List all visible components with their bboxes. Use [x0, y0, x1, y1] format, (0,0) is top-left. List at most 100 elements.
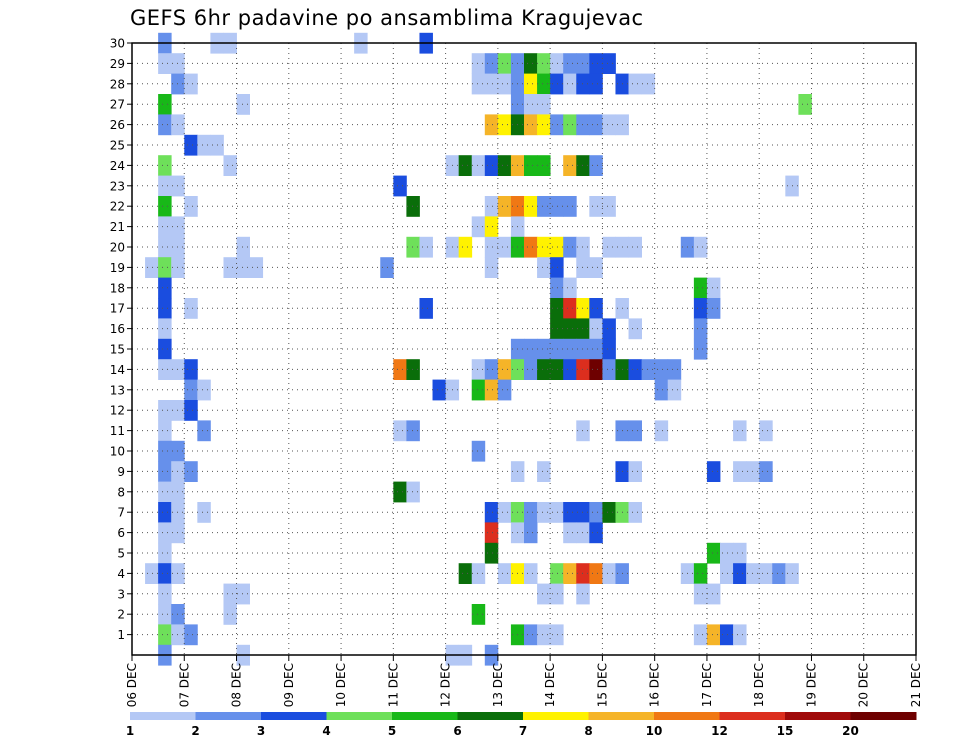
colorbar-swatch: [392, 712, 458, 720]
x-tick-label: 09 DEC: [282, 663, 296, 707]
heatmap-cell: [484, 236, 499, 258]
heatmap-cell: [589, 53, 603, 74]
heatmap-cell: [184, 379, 198, 401]
heatmap-cell: [158, 175, 172, 197]
heatmap-cell: [576, 359, 590, 380]
heatmap-cell: [641, 73, 656, 95]
heatmap-cell: [589, 114, 603, 136]
heatmap-cell: [158, 522, 172, 544]
heatmap-cell: [602, 236, 616, 258]
heatmap-cell: [524, 236, 538, 258]
y-tick-label: 10: [110, 445, 125, 459]
heatmap-cell: [602, 196, 616, 217]
heatmap-cell: [602, 502, 616, 523]
heatmap-cell: [158, 257, 172, 278]
x-axis-ticks: 06 DEC 07 DEC 08 DEC 09 DEC 10 DEC 11 DEC 12 D…: [125, 655, 923, 707]
heatmap-cell: [158, 624, 172, 646]
x-tick-label: 20 DEC: [857, 663, 871, 707]
heatmap-cell: [158, 338, 172, 360]
heatmap-cell: [524, 338, 538, 360]
colorbar-swatch: [261, 712, 327, 720]
heatmap-cell: [654, 379, 669, 401]
heatmap-cell: [576, 155, 590, 176]
heatmap-cell: [550, 114, 564, 136]
colorbar-label: 4: [322, 724, 330, 738]
colorbar-label: 1: [126, 724, 134, 738]
heatmap-cells: [145, 32, 812, 666]
heatmap-cell: [236, 257, 250, 278]
heatmap-cell: [563, 73, 577, 95]
heatmap-cell: [550, 624, 564, 646]
heatmap-cell: [484, 114, 499, 136]
heatmap-cell: [589, 298, 603, 319]
heatmap-cell: [158, 359, 172, 380]
heatmap-cell: [458, 563, 473, 584]
y-tick-label: 13: [110, 383, 125, 397]
heatmap-cell: [158, 440, 172, 462]
y-tick-label: 12: [110, 404, 125, 418]
heatmap-cell: [497, 502, 512, 523]
y-tick-label: 16: [110, 322, 125, 336]
heatmap-cell: [537, 624, 551, 646]
heatmap-cell: [158, 298, 172, 319]
y-axis-ticks: 1234567891011121314151617181920212223242…: [110, 37, 132, 642]
heatmap-cell: [550, 53, 564, 74]
heatmap-cell: [563, 155, 577, 176]
heatmap-cell: [667, 379, 682, 401]
colorbar-swatch: [654, 712, 720, 720]
y-tick-label: 15: [110, 343, 125, 357]
heatmap-cell: [471, 155, 486, 176]
heatmap-cell: [563, 338, 577, 360]
y-tick-label: 11: [110, 424, 125, 438]
heatmap-cell: [524, 563, 538, 584]
heatmap-cell: [406, 481, 420, 503]
x-tick-label: 21 DEC: [909, 663, 923, 707]
heatmap-cell: [563, 563, 577, 584]
heatmap-cell: [550, 502, 564, 523]
heatmap-cell: [733, 563, 747, 584]
colorbar-label: 7: [519, 724, 527, 738]
heatmap-cell: [654, 359, 669, 380]
heatmap-cell: [563, 522, 577, 544]
y-tick-label: 24: [110, 159, 125, 173]
grid-lines: [132, 42, 916, 655]
x-tick-label: 08 DEC: [230, 663, 244, 707]
heatmap-cell: [641, 359, 656, 380]
x-tick-label: 07 DEC: [177, 663, 191, 707]
heatmap-cell: [471, 53, 486, 74]
heatmap-cell: [145, 563, 159, 584]
heatmap-cell: [628, 359, 642, 380]
heatmap-cell: [497, 563, 512, 584]
y-tick-label: 19: [110, 261, 125, 275]
heatmap-cell: [158, 318, 172, 340]
heatmap-cell: [537, 196, 551, 217]
heatmap-cell: [184, 298, 198, 319]
y-tick-label: 1: [117, 628, 125, 642]
colorbar-swatch: [195, 712, 262, 720]
heatmap-cell: [393, 420, 407, 442]
heatmap-cell: [524, 73, 538, 95]
heatmap-cell: [706, 461, 721, 482]
heatmap-cell: [497, 236, 512, 258]
heatmap-cell: [576, 420, 590, 442]
heatmap-cell: [484, 155, 499, 176]
y-tick-label: 4: [117, 567, 125, 581]
heatmap-cell: [550, 318, 564, 340]
heatmap-cell: [720, 563, 734, 584]
heatmap-cell: [550, 563, 564, 584]
heatmap-cell: [524, 502, 538, 523]
heatmap-cell: [471, 379, 486, 401]
heatmap-cell: [497, 196, 512, 217]
heatmap-cell: [158, 94, 172, 115]
heatmap-cell: [550, 236, 564, 258]
heatmap-cell: [602, 338, 616, 360]
heatmap-cell: [484, 522, 499, 544]
heatmap-cell: [589, 359, 603, 380]
heatmap-cell: [759, 563, 773, 584]
heatmap-cell: [471, 216, 486, 238]
heatmap-cell: [197, 134, 211, 156]
heatmap-cell: [589, 338, 603, 360]
heatmap-cell: [537, 502, 551, 523]
heatmap-cell: [628, 461, 642, 482]
